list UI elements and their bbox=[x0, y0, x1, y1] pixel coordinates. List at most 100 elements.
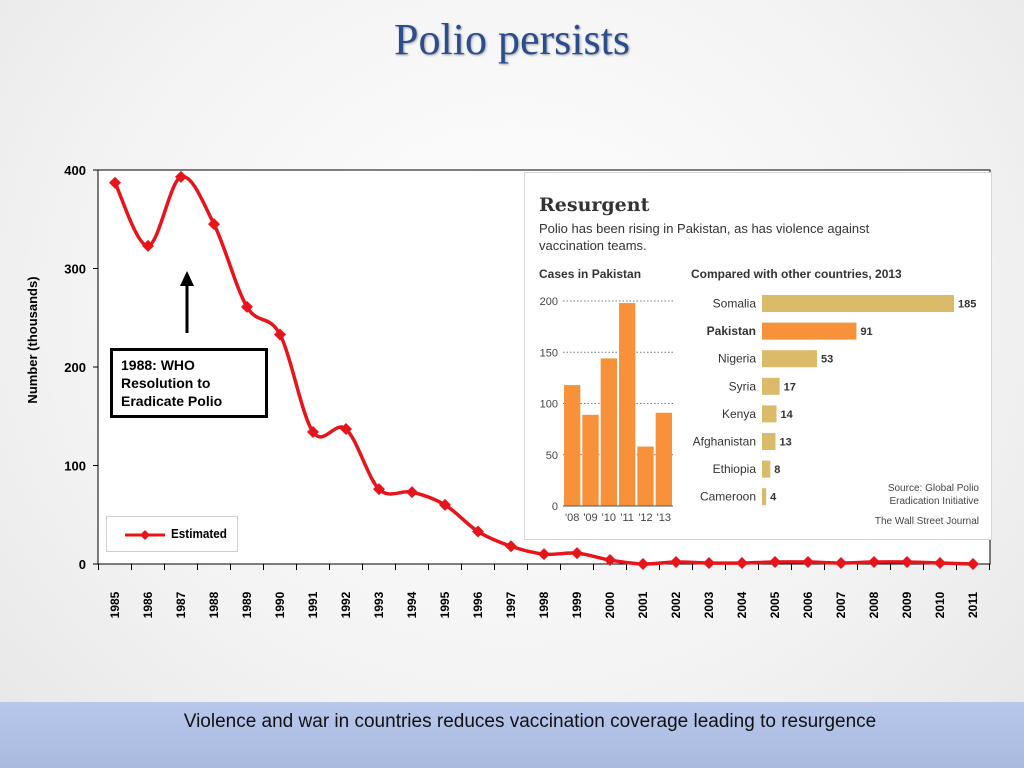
y-tick-label: 300 bbox=[64, 262, 86, 277]
country-value-label: 53 bbox=[821, 354, 833, 366]
pak-bar bbox=[564, 385, 581, 506]
x-tick-label: 2009 bbox=[900, 591, 914, 618]
bottom-bar bbox=[0, 702, 1024, 768]
x-tick-label: 1999 bbox=[570, 591, 584, 618]
data-point bbox=[967, 558, 979, 570]
inset-subtitle-line-2: vaccination teams. bbox=[539, 238, 647, 253]
x-tick-label: 1985 bbox=[108, 591, 122, 618]
country-value-label: 17 bbox=[784, 381, 796, 393]
pak-bar bbox=[655, 412, 672, 506]
country-label: Syria bbox=[729, 379, 757, 393]
pak-y-tick-label: 150 bbox=[540, 347, 558, 359]
annotation-line-3: Eradicate Polio bbox=[121, 393, 223, 409]
x-tick-label: 1996 bbox=[471, 591, 485, 618]
data-point bbox=[802, 556, 814, 569]
annotation-line-2: Resolution to bbox=[121, 375, 211, 391]
x-tick-label: 2005 bbox=[768, 591, 782, 618]
y-axis-label: Number (thousands) bbox=[25, 276, 40, 403]
pakistan-bar-chart: 0 50 100 150 200 '08 '09 '10 '11 '12 '13 bbox=[540, 296, 673, 524]
source-line-2: Eradication Initiative bbox=[890, 496, 980, 507]
pak-x-tick-label: '11 bbox=[620, 512, 634, 524]
country-label: Kenya bbox=[722, 407, 756, 421]
country-value-label: 14 bbox=[781, 409, 794, 421]
y-tick-label: 200 bbox=[64, 360, 86, 375]
pak-x-tick-label: '08 bbox=[565, 512, 579, 524]
inset-svg: Resurgent Polio has been rising in Pakis… bbox=[539, 194, 980, 527]
country-label: Cameroon bbox=[700, 490, 756, 504]
series-estimated bbox=[109, 170, 979, 570]
x-tick-label: 2001 bbox=[636, 591, 650, 618]
slide-title: Polio persists bbox=[394, 15, 630, 64]
annotation-box: 1988: WHO Resolution to Eradicate Polio bbox=[110, 348, 268, 418]
x-tick-label: 1989 bbox=[240, 591, 254, 618]
data-point bbox=[340, 423, 352, 436]
x-tick-label: 1991 bbox=[306, 591, 320, 618]
data-point bbox=[703, 557, 715, 570]
pak-y-tick-label: 50 bbox=[546, 450, 558, 462]
annotation-line-1: 1988: WHO bbox=[121, 357, 195, 373]
data-point bbox=[406, 486, 418, 499]
x-tick-label: 2000 bbox=[603, 591, 617, 618]
country-value-label: 185 bbox=[958, 299, 976, 311]
pak-y-tick-label: 0 bbox=[552, 501, 558, 513]
x-tick-label: 1995 bbox=[438, 591, 452, 618]
pakistan-panel-title: Cases in Pakistan bbox=[539, 267, 641, 281]
annotation-arrowhead bbox=[180, 271, 194, 286]
x-tick-label: 2004 bbox=[735, 591, 749, 618]
publisher-credit: The Wall Street Journal bbox=[875, 516, 979, 527]
x-tick-label: 1988 bbox=[207, 591, 221, 618]
country-bar bbox=[762, 322, 857, 340]
data-point bbox=[901, 556, 913, 569]
pak-bar bbox=[619, 303, 636, 506]
data-point bbox=[571, 547, 583, 560]
y-tick-label: 0 bbox=[79, 557, 86, 572]
x-tick-label: 1998 bbox=[537, 591, 551, 618]
y-tick-label: 400 bbox=[64, 163, 86, 178]
country-bar bbox=[762, 460, 771, 478]
x-tick-label: 2007 bbox=[834, 591, 848, 618]
country-bar bbox=[762, 488, 767, 506]
x-tick-label: 1990 bbox=[273, 591, 287, 618]
country-label: Pakistan bbox=[707, 324, 756, 338]
country-label: Ethiopia bbox=[713, 462, 757, 476]
data-point bbox=[670, 556, 682, 569]
data-point bbox=[604, 554, 616, 567]
pak-x-tick-label: '13 bbox=[657, 512, 671, 524]
y-axis: 0 100 200 300 400 bbox=[64, 163, 98, 572]
x-tick-label: 2011 bbox=[966, 592, 980, 618]
country-value-label: 91 bbox=[860, 326, 872, 338]
x-tick-label: 2008 bbox=[867, 591, 881, 618]
data-point bbox=[274, 328, 286, 341]
country-bar bbox=[762, 405, 777, 423]
pak-y-tick-label: 100 bbox=[540, 399, 558, 411]
data-point bbox=[472, 525, 484, 538]
country-bar bbox=[762, 295, 954, 312]
x-axis: 1985 1986 1987 1988 1989 1990 1991 1992 1993 1994… bbox=[98, 564, 990, 618]
pak-bar bbox=[582, 414, 599, 506]
x-tick-label: 2006 bbox=[801, 591, 815, 618]
data-point bbox=[868, 556, 880, 569]
pak-bar bbox=[637, 446, 654, 506]
pak-x-tick-label: '09 bbox=[583, 512, 597, 524]
x-tick-label: 2010 bbox=[933, 591, 947, 618]
country-label: Nigeria bbox=[718, 352, 756, 366]
data-point bbox=[769, 556, 781, 569]
data-point bbox=[934, 557, 946, 570]
data-point bbox=[208, 218, 220, 231]
data-point bbox=[373, 483, 385, 496]
pak-y-tick-label: 200 bbox=[540, 296, 558, 308]
legend-swatch bbox=[125, 530, 165, 540]
country-value-label: 8 bbox=[774, 464, 780, 476]
pak-bar bbox=[600, 358, 617, 506]
legend: Estimated bbox=[106, 516, 238, 552]
x-tick-label: 2003 bbox=[702, 591, 716, 618]
country-label: Afghanistan bbox=[693, 435, 756, 449]
x-tick-label: 1987 bbox=[174, 591, 188, 618]
x-tick-label: 1986 bbox=[141, 591, 155, 618]
inset-title: Resurgent bbox=[539, 194, 650, 216]
legend-label: Estimated bbox=[171, 526, 227, 541]
source-line-1: Source: Global Polio bbox=[888, 483, 980, 494]
x-tick-label: 2002 bbox=[669, 591, 683, 618]
data-point bbox=[307, 426, 319, 439]
country-label: Somalia bbox=[713, 297, 757, 311]
